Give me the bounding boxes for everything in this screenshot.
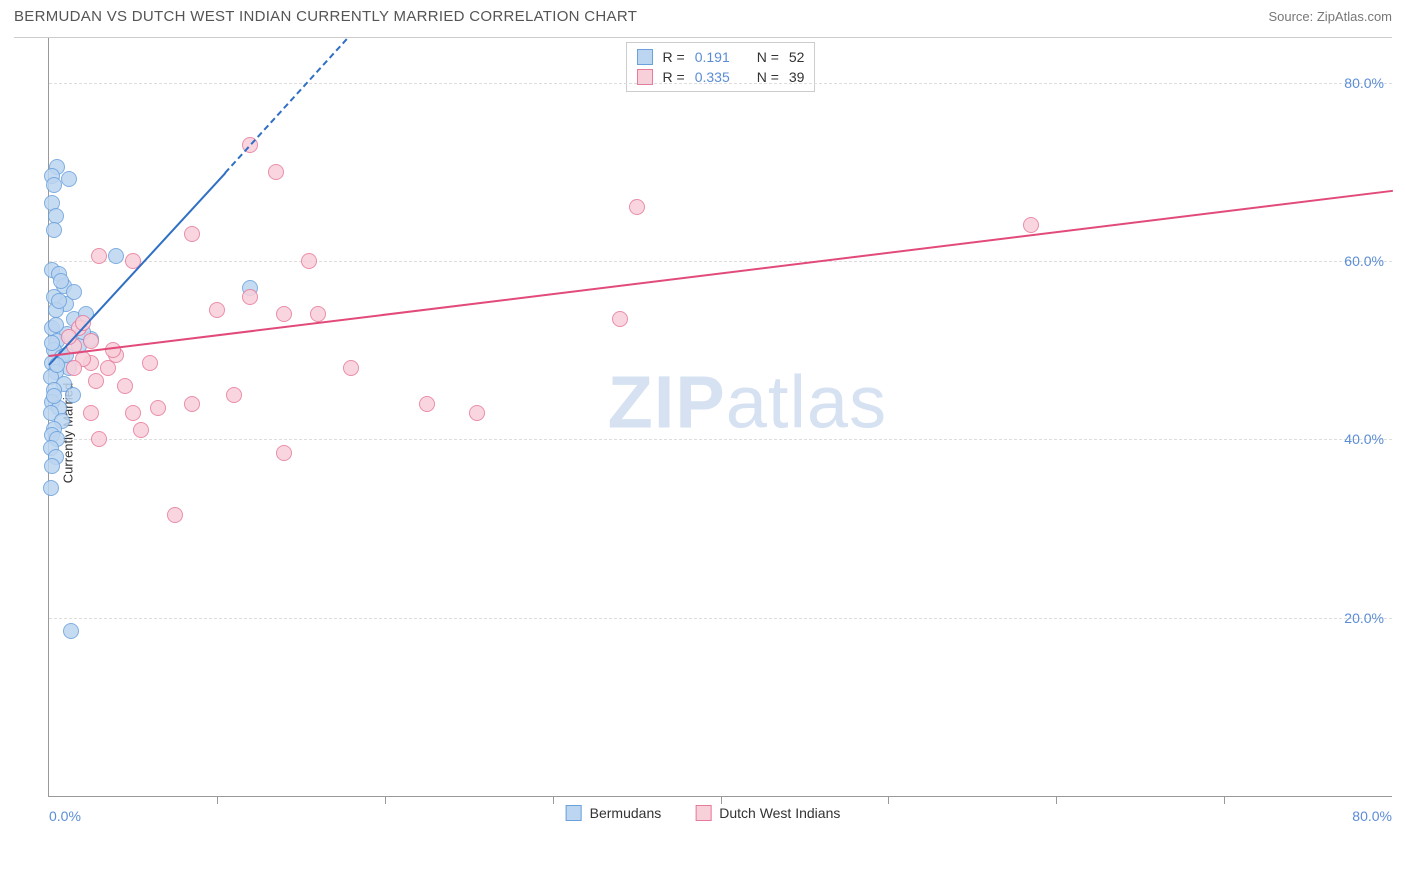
data-point <box>46 177 62 193</box>
n-label: N = <box>757 49 779 65</box>
data-point <box>150 400 166 416</box>
chart-header: BERMUDAN VS DUTCH WEST INDIAN CURRENTLY … <box>0 0 1406 29</box>
data-point <box>310 306 326 322</box>
data-point <box>44 335 60 351</box>
data-point <box>66 360 82 376</box>
x-tick <box>721 796 722 804</box>
data-point <box>100 360 116 376</box>
data-point <box>469 405 485 421</box>
chart-title: BERMUDAN VS DUTCH WEST INDIAN CURRENTLY … <box>14 8 637 25</box>
x-tick <box>888 796 889 804</box>
y-tick-label: 20.0% <box>1344 610 1384 626</box>
legend-item: Dutch West Indians <box>695 805 840 821</box>
data-point <box>61 171 77 187</box>
data-point <box>242 289 258 305</box>
stats-box: R = 0.191 N = 52 R =0.335N =39 <box>626 42 816 92</box>
data-point <box>142 355 158 371</box>
watermark: ZIPatlas <box>608 359 887 444</box>
x-tick <box>553 796 554 804</box>
data-point <box>53 273 69 289</box>
regression-line <box>49 190 1393 357</box>
legend-swatch <box>566 805 582 821</box>
r-value: 0.191 <box>695 49 741 65</box>
data-point <box>83 405 99 421</box>
regression-line-dashed <box>225 38 348 173</box>
data-point <box>343 360 359 376</box>
data-point <box>117 378 133 394</box>
data-point <box>51 293 67 309</box>
r-label: R = <box>663 49 685 65</box>
data-point <box>66 284 82 300</box>
data-point <box>91 431 107 447</box>
data-point <box>209 302 225 318</box>
data-point <box>83 333 99 349</box>
legend-item: Bermudans <box>566 805 662 821</box>
stats-row: R = 0.191 N = 52 <box>637 47 805 67</box>
data-point <box>419 396 435 412</box>
bottom-legend: Bermudans Dutch West Indians <box>566 805 841 821</box>
gridline <box>49 618 1392 619</box>
data-point <box>167 507 183 523</box>
chart-container: Currently Married ZIPatlas R =0.191N =52… <box>14 37 1392 827</box>
gridline <box>49 439 1392 440</box>
source-label: Source: ZipAtlas.com <box>1268 9 1392 24</box>
data-point <box>63 623 79 639</box>
data-point <box>133 422 149 438</box>
data-point <box>276 445 292 461</box>
x-tick-label-max: 80.0% <box>1352 808 1392 824</box>
y-tick-label: 80.0% <box>1344 75 1384 91</box>
data-point <box>48 317 64 333</box>
plot-area: ZIPatlas R = 0.191 N = 52 R =0.335N =39 20.0… <box>48 38 1392 797</box>
gridline <box>49 83 1392 84</box>
legend-label: Dutch West Indians <box>719 805 840 821</box>
x-tick <box>1224 796 1225 804</box>
data-point <box>184 396 200 412</box>
data-point <box>629 199 645 215</box>
data-point <box>1023 217 1039 233</box>
data-point <box>43 480 59 496</box>
x-tick <box>217 796 218 804</box>
data-point <box>226 387 242 403</box>
y-tick-label: 40.0% <box>1344 431 1384 447</box>
watermark-rest: atlas <box>726 360 887 443</box>
x-tick-label-min: 0.0% <box>49 808 81 824</box>
stats-row: R =0.335N =39 <box>637 67 805 87</box>
data-point <box>612 311 628 327</box>
x-tick <box>385 796 386 804</box>
data-point <box>44 458 60 474</box>
data-point <box>105 342 121 358</box>
data-point <box>65 387 81 403</box>
data-point <box>268 164 284 180</box>
data-point <box>88 373 104 389</box>
data-point <box>108 248 124 264</box>
legend-swatch <box>695 805 711 821</box>
x-tick <box>1056 796 1057 804</box>
watermark-bold: ZIP <box>608 360 726 443</box>
data-point <box>184 226 200 242</box>
data-point <box>91 248 107 264</box>
data-point <box>301 253 317 269</box>
legend-swatch <box>637 49 653 65</box>
y-tick-label: 60.0% <box>1344 253 1384 269</box>
legend-label: Bermudans <box>590 805 662 821</box>
n-value: 52 <box>789 49 805 65</box>
data-point <box>125 405 141 421</box>
data-point <box>46 222 62 238</box>
data-point <box>276 306 292 322</box>
data-point <box>46 388 62 404</box>
gridline <box>49 261 1392 262</box>
